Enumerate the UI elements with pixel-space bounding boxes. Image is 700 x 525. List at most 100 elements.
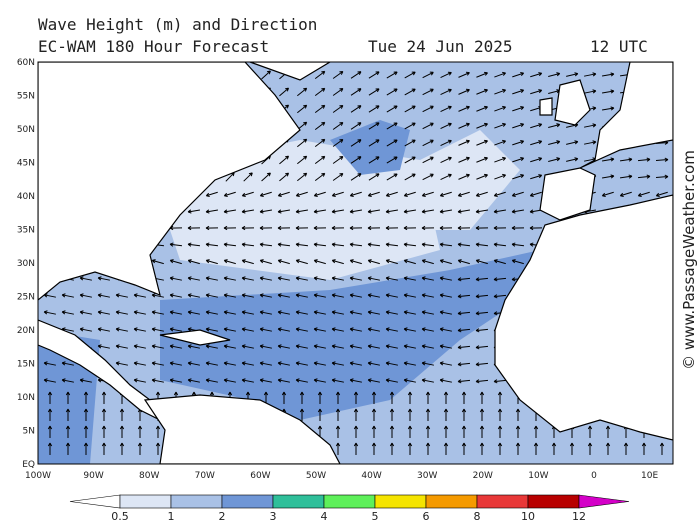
arrow xyxy=(421,209,435,214)
colorbar-label: 4 xyxy=(321,510,328,523)
arrow xyxy=(512,173,525,180)
arrow xyxy=(65,425,71,438)
arrow xyxy=(422,156,434,164)
arrow xyxy=(530,123,543,129)
arrow xyxy=(349,344,362,349)
arrow xyxy=(295,276,308,281)
arrow xyxy=(407,391,413,404)
arrow xyxy=(169,344,182,349)
arrow xyxy=(367,344,380,349)
arrow xyxy=(655,157,669,162)
arrow xyxy=(119,442,125,455)
arrow xyxy=(458,122,470,129)
arrow xyxy=(350,71,362,79)
arrow xyxy=(313,310,326,315)
arrow xyxy=(386,105,398,113)
subtitle: EC-WAM 180 Hour Forecast xyxy=(38,37,269,56)
arrow xyxy=(205,327,218,332)
arrow xyxy=(404,88,416,96)
arrow xyxy=(425,442,431,455)
arrow xyxy=(458,139,470,146)
arrow xyxy=(97,293,110,298)
arrow xyxy=(205,293,218,298)
arrow xyxy=(47,391,53,404)
arrow xyxy=(457,345,471,350)
arrow xyxy=(119,408,125,421)
arrow xyxy=(457,379,471,384)
arrow xyxy=(83,391,89,404)
arrow xyxy=(584,123,597,128)
arrow xyxy=(407,408,413,421)
arrow xyxy=(421,361,434,366)
arrow xyxy=(169,378,182,383)
arrow xyxy=(223,327,236,332)
lat-label: 5N xyxy=(23,427,35,437)
arrow xyxy=(439,327,452,332)
arrow xyxy=(493,225,507,231)
arrow xyxy=(461,442,467,455)
arrow xyxy=(169,310,182,315)
arrow xyxy=(457,328,471,333)
arrow xyxy=(350,122,362,130)
arrow xyxy=(151,293,164,298)
arrow xyxy=(43,378,56,383)
arrow xyxy=(403,361,416,366)
arrow xyxy=(425,408,431,421)
arrow xyxy=(115,293,128,298)
lon-label: 10W xyxy=(528,471,548,481)
arrow xyxy=(404,122,416,130)
arrow xyxy=(335,442,341,455)
arrow xyxy=(457,362,471,367)
arrow xyxy=(493,191,506,197)
arrow xyxy=(371,442,377,455)
arrow xyxy=(151,344,164,349)
arrow xyxy=(403,378,416,383)
arrow xyxy=(461,425,467,438)
arrow xyxy=(101,391,107,404)
arrow xyxy=(439,310,452,315)
arrow xyxy=(403,191,416,197)
arrow xyxy=(349,276,362,281)
arrow xyxy=(389,408,395,421)
arrow xyxy=(187,225,201,231)
arrow xyxy=(476,122,488,129)
arrow xyxy=(97,276,110,281)
arrow xyxy=(457,259,470,265)
lat-label: 40N xyxy=(17,192,35,202)
arrow xyxy=(277,293,290,298)
arrow xyxy=(425,425,431,438)
arrow xyxy=(440,105,452,113)
colorbar-segment xyxy=(323,494,376,509)
arrow xyxy=(367,191,380,197)
arrow xyxy=(349,378,362,383)
arrow xyxy=(350,156,362,164)
arrow xyxy=(655,191,668,197)
arrow xyxy=(101,425,107,438)
arrow xyxy=(476,71,488,78)
arrow xyxy=(421,259,434,265)
arrow xyxy=(133,310,146,315)
arrow xyxy=(475,259,488,265)
arrow xyxy=(637,157,651,162)
colorbar-segment xyxy=(374,494,427,509)
arrow xyxy=(137,442,143,455)
arrow xyxy=(422,173,434,181)
arrow xyxy=(241,310,254,315)
arrow xyxy=(241,242,255,247)
arrow xyxy=(512,122,525,129)
arrow xyxy=(602,106,615,111)
lon-label: 50W xyxy=(306,471,326,481)
colorbar-label: 1 xyxy=(168,510,175,523)
arrow xyxy=(512,88,525,95)
arrow xyxy=(331,259,344,265)
high-wave-zone xyxy=(160,250,540,420)
colorbar-end xyxy=(69,494,121,509)
arrow xyxy=(368,105,380,113)
arrow xyxy=(349,310,362,315)
arrow xyxy=(223,361,236,366)
arrow xyxy=(512,71,525,78)
arrow xyxy=(263,391,269,404)
arrow xyxy=(241,225,255,231)
arrow xyxy=(331,242,345,247)
